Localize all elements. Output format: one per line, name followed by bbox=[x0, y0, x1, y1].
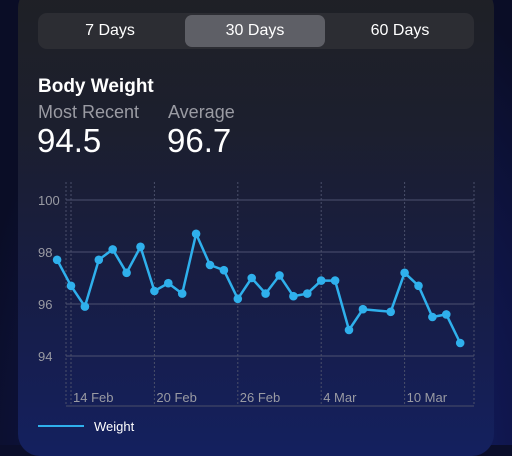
tab-30-days[interactable]: 30 Days bbox=[185, 15, 325, 47]
x-tick-label-1: 20 Feb bbox=[156, 390, 196, 405]
tab-7-days[interactable]: 7 Days bbox=[85, 22, 135, 39]
weight-data-point bbox=[219, 265, 229, 275]
weight-data-point bbox=[344, 325, 354, 335]
weight-data-point bbox=[261, 289, 270, 298]
most-recent-label: Most Recent bbox=[38, 102, 140, 122]
weight-data-point bbox=[358, 304, 368, 314]
weight-data-point bbox=[150, 286, 159, 296]
tab-60-days[interactable]: 60 Days bbox=[370, 22, 430, 39]
weight-data-point bbox=[233, 294, 243, 304]
weight-data-point bbox=[191, 229, 201, 239]
weight-data-point bbox=[177, 289, 187, 298]
weight-card: 7 Days 30 Days 60 Days Body Weight Most … bbox=[18, 0, 494, 456]
legend-swatch-weight bbox=[38, 425, 84, 427]
weight-data-point bbox=[303, 289, 312, 298]
period-segmented-control: 7 Days 30 Days 60 Days bbox=[38, 13, 474, 49]
weight-data-point bbox=[122, 268, 131, 278]
x-tick-label-4: 10 Mar bbox=[407, 390, 448, 405]
average-label: Average bbox=[168, 102, 235, 122]
weight-data-point bbox=[136, 242, 145, 252]
weight-data-point bbox=[330, 276, 340, 285]
x-tick-label-0: 14 Feb bbox=[73, 390, 113, 405]
legend-label-weight: Weight bbox=[94, 418, 135, 434]
weight-data-point bbox=[275, 271, 284, 280]
weight-data-point bbox=[455, 338, 465, 348]
average-value: 96.7 bbox=[167, 122, 232, 159]
weight-data-point bbox=[80, 302, 90, 311]
most-recent-value: 94.5 bbox=[37, 122, 102, 159]
weight-data-point bbox=[428, 312, 437, 322]
y-tick-label-96: 96 bbox=[38, 297, 52, 312]
weight-data-point bbox=[247, 273, 256, 283]
y-tick-label-100: 100 bbox=[38, 193, 60, 208]
weight-data-point bbox=[108, 245, 117, 254]
weight-data-point bbox=[400, 268, 409, 278]
y-tick-label-94: 94 bbox=[38, 349, 52, 364]
weight-data-point bbox=[442, 310, 451, 319]
y-tick-label-98: 98 bbox=[38, 245, 52, 260]
weight-data-point bbox=[289, 291, 298, 301]
weight-line-chart: 100 98 96 94 14 Feb 20 Feb 26 Feb 4 Mar 10 Mar bbox=[38, 182, 475, 407]
weight-data-point bbox=[414, 281, 423, 291]
weight-data-point bbox=[386, 307, 396, 317]
weight-data-point bbox=[205, 260, 215, 270]
weight-series-line bbox=[55, 232, 462, 344]
weight-data-point bbox=[66, 281, 76, 291]
card-title: Body Weight bbox=[38, 76, 154, 97]
weight-data-point bbox=[52, 255, 62, 265]
weight-data-point bbox=[316, 276, 326, 285]
x-tick-label-2: 26 Feb bbox=[240, 390, 280, 405]
weight-data-point bbox=[94, 255, 104, 265]
weight-data-point bbox=[164, 278, 173, 288]
chart-legend: Weight bbox=[38, 418, 134, 434]
x-tick-label-3: 4 Mar bbox=[323, 390, 357, 405]
